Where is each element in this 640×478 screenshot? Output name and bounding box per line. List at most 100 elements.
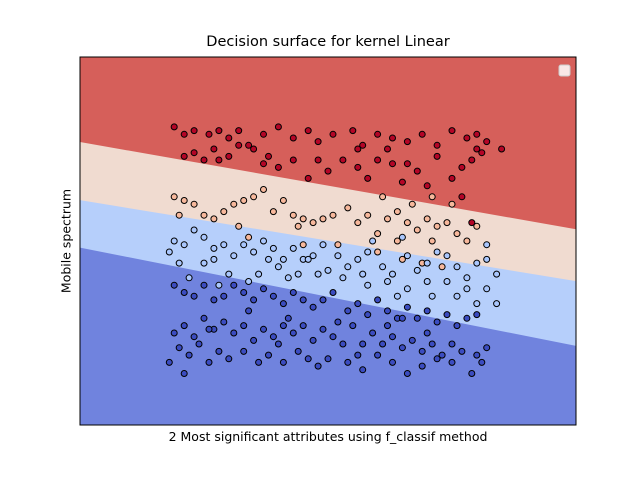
data-point — [220, 292, 228, 300]
data-point — [329, 211, 337, 219]
data-point — [215, 127, 223, 135]
data-point — [269, 244, 277, 252]
data-point — [364, 311, 372, 319]
data-point — [170, 281, 178, 289]
data-point — [374, 130, 382, 138]
data-point — [299, 296, 307, 304]
data-point — [289, 134, 297, 142]
data-point — [398, 178, 406, 186]
data-point — [180, 289, 188, 296]
data-point — [210, 296, 218, 304]
data-point — [384, 215, 391, 223]
data-point — [389, 160, 396, 168]
data-point — [478, 149, 486, 157]
data-point — [170, 193, 178, 201]
data-point — [230, 252, 238, 260]
data-point — [339, 274, 347, 282]
data-point — [210, 215, 218, 223]
y-axis-label: Mobile spectrum — [58, 188, 74, 294]
data-point — [170, 329, 178, 337]
data-point — [443, 278, 451, 285]
data-point — [478, 358, 486, 366]
data-point — [418, 130, 426, 138]
data-point — [180, 197, 188, 204]
data-point — [423, 259, 431, 267]
data-point — [260, 285, 267, 293]
data-point — [269, 208, 277, 216]
data-point — [274, 163, 282, 171]
data-point — [294, 347, 302, 355]
data-point — [180, 130, 188, 138]
data-point — [329, 130, 337, 138]
data-point — [274, 263, 282, 271]
data-point — [418, 362, 426, 370]
data-point — [334, 252, 342, 260]
data-point — [468, 219, 476, 227]
data-point — [374, 351, 382, 359]
data-point — [230, 200, 238, 208]
data-point — [185, 274, 193, 282]
data-point — [354, 163, 362, 171]
data-point — [433, 141, 441, 149]
data-point — [220, 318, 228, 326]
data-point — [413, 314, 421, 322]
data-point — [210, 244, 218, 252]
data-point — [413, 167, 421, 175]
data-point — [260, 237, 267, 245]
data-point — [443, 219, 451, 227]
data-point — [483, 344, 491, 352]
data-point — [250, 248, 258, 256]
data-point — [225, 134, 233, 142]
data-point — [334, 241, 342, 249]
data-point — [473, 300, 481, 308]
data-point — [473, 351, 481, 359]
data-point — [245, 307, 253, 315]
data-point — [265, 351, 272, 359]
data-point — [210, 255, 218, 263]
data-point — [398, 255, 406, 263]
data-point — [180, 370, 188, 377]
data-point — [403, 160, 411, 168]
data-point — [205, 358, 213, 366]
data-point — [279, 322, 287, 330]
data-point — [190, 226, 198, 234]
data-point — [279, 197, 287, 204]
data-point — [403, 303, 411, 311]
data-point — [403, 138, 411, 146]
data-point — [349, 322, 357, 330]
data-point — [423, 215, 431, 223]
data-point — [299, 322, 307, 330]
data-point — [433, 222, 441, 230]
data-point — [463, 134, 471, 142]
data-point — [364, 248, 372, 256]
data-point — [443, 311, 451, 319]
data-point — [364, 174, 372, 182]
data-point — [428, 193, 436, 201]
data-point — [359, 340, 367, 348]
data-point — [359, 141, 367, 149]
data-point — [289, 211, 297, 219]
data-point — [180, 152, 188, 160]
data-point — [374, 296, 382, 304]
data-point — [468, 156, 476, 164]
data-point — [483, 255, 491, 263]
data-point — [200, 259, 208, 267]
data-point — [473, 311, 481, 319]
data-point — [433, 152, 441, 160]
data-point — [359, 270, 367, 278]
data-point — [220, 241, 228, 249]
data-point — [408, 200, 416, 208]
data-point — [269, 292, 277, 300]
data-point — [324, 167, 332, 175]
data-point — [289, 156, 297, 164]
data-point — [240, 197, 248, 204]
data-point — [463, 237, 471, 245]
data-point — [458, 193, 466, 201]
data-point — [175, 344, 183, 352]
data-point — [250, 296, 258, 304]
series-class-1 — [165, 226, 501, 308]
chart-title: Decision surface for kernel Linear — [206, 34, 450, 50]
data-point — [255, 270, 263, 278]
